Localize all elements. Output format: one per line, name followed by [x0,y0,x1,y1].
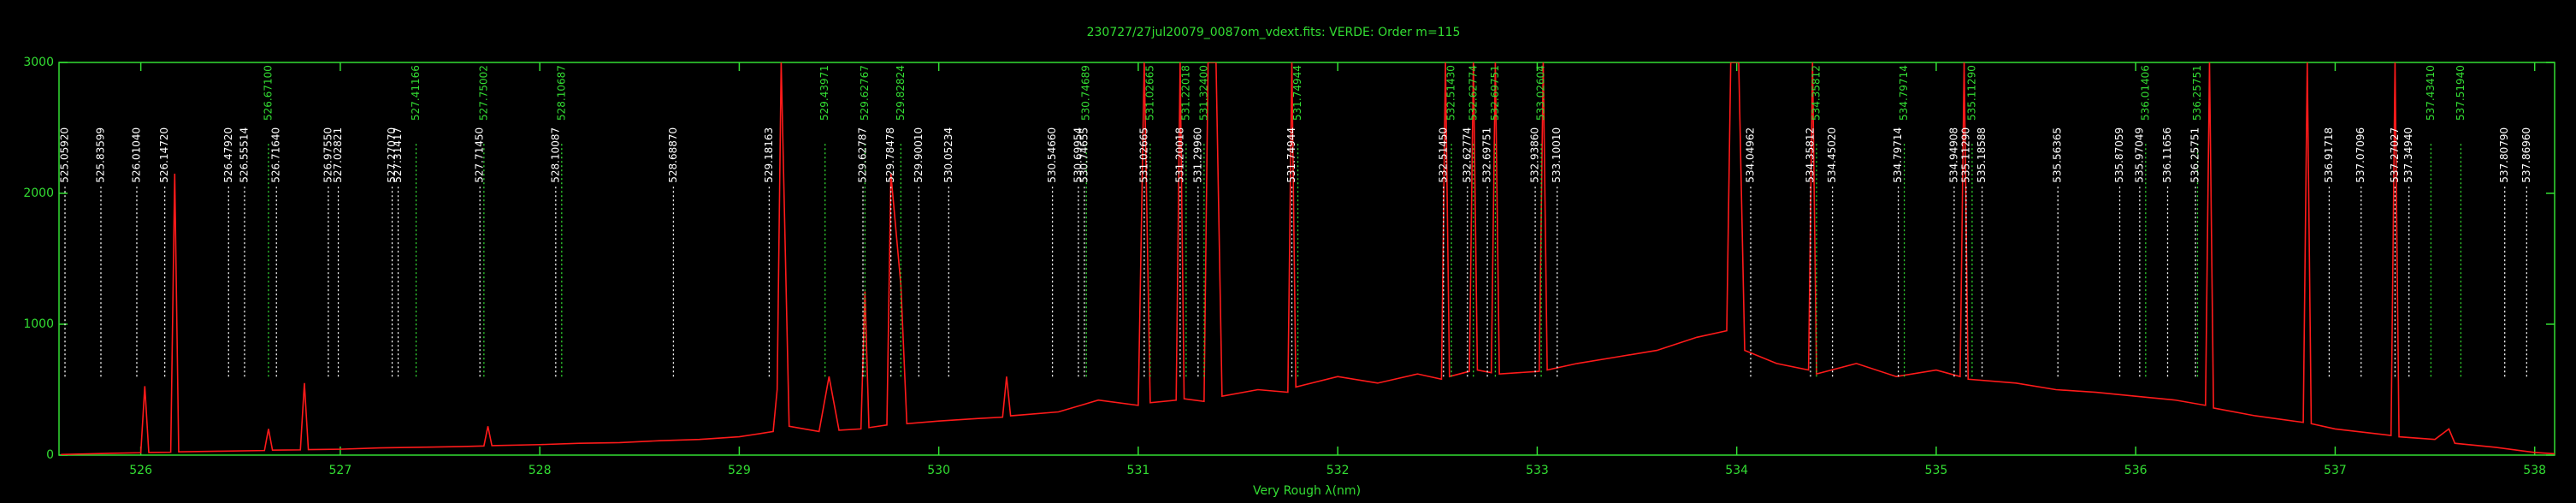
line-label: 531.74944 [1291,65,1303,121]
x-axis-label: Very Rough λ(nm) [1253,484,1361,498]
line-label: 530.05234 [942,127,954,183]
y-tick-label: 2000 [23,186,54,200]
line-label: 534.79714 [1898,65,1910,121]
line-label: 532.69751 [1481,127,1493,183]
line-label: 537.86960 [2520,127,2532,183]
line-label: 534.79714 [1892,127,1904,183]
line-label: 534.04962 [1744,127,1756,183]
line-label: 531.74944 [1285,127,1297,183]
line-label: 528.10687 [555,65,567,121]
line-label: 534.35812 [1804,127,1816,183]
x-tick-label: 529 [728,464,751,477]
line-label: 534.94908 [1947,127,1959,183]
line-label: 531.32400 [1197,65,1209,121]
line-label: 535.11290 [1965,65,1977,121]
line-label: 537.34940 [2402,127,2414,183]
line-label: 536.01406 [2139,65,2151,121]
line-label: 526.55514 [238,127,250,183]
x-tick-label: 534 [1725,464,1748,477]
line-label: 535.18588 [1976,127,1988,183]
line-label: 528.68870 [667,127,679,183]
line-label: 535.97049 [2133,127,2145,183]
line-label: 537.80790 [2498,127,2510,183]
line-label: 531.22018 [1179,65,1191,121]
line-label: 533.10010 [1551,127,1563,183]
line-label: 527.02821 [332,127,344,183]
line-label: 526.14720 [158,127,170,183]
line-label: 532.69751 [1489,65,1501,121]
line-label: 535.87059 [2113,127,2125,183]
line-label: 531.02665 [1143,65,1155,121]
line-label: 525.83599 [94,127,106,183]
x-tick-label: 530 [927,464,950,477]
x-tick-label: 531 [1127,464,1150,477]
line-label: 534.35812 [1810,65,1822,121]
line-label: 532.62774 [1461,127,1473,183]
line-label: 529.78478 [884,127,896,183]
line-label: 537.27027 [2389,127,2401,183]
line-label: 527.75002 [477,65,489,121]
y-tick-label: 3000 [23,56,54,69]
x-tick-label: 532 [1326,464,1350,477]
y-tick-label: 1000 [23,317,54,331]
line-label: 532.51430 [1445,65,1457,121]
chart-title: 230727/27jul20079_0087om_vdext.fits: VER… [1087,26,1461,39]
line-label: 533.02604 [1535,65,1547,121]
line-label: 527.27070 [386,127,398,183]
x-tick-label: 527 [329,464,352,477]
line-label: 527.41166 [410,65,422,121]
line-label: 536.25751 [2191,65,2203,121]
line-label: 526.47920 [222,127,234,183]
line-label: 526.97550 [322,127,334,183]
x-tick-label: 537 [2324,464,2347,477]
line-label: 526.01040 [130,127,142,183]
plot-area [61,62,2555,455]
x-tick-label: 526 [129,464,152,477]
line-label: 527.31417 [392,127,404,183]
line-label: 534.45020 [1826,127,1838,183]
line-label: 532.93860 [1529,127,1541,183]
y-tick-label: 0 [46,448,54,462]
line-label: 525.05920 [58,127,70,183]
line-label: 536.25751 [2189,127,2201,183]
line-label: 537.51940 [2455,65,2467,121]
line-label: 529.62787 [857,127,869,183]
line-label: 529.82824 [895,65,907,121]
spectrum-line [61,62,2555,455]
line-label: 526.67100 [262,65,274,121]
line-label: 532.62774 [1467,65,1479,121]
line-label: 529.43971 [818,65,830,121]
x-tick-label: 536 [2124,464,2148,477]
x-tick-label: 538 [2523,464,2546,477]
x-tick-label: 533 [1526,464,1549,477]
x-tick-label: 528 [529,464,552,477]
line-label: 531.29960 [1191,127,1203,183]
line-label: 536.11656 [2161,127,2173,183]
line-label: 530.74655 [1078,127,1090,183]
line-label: 530.69954 [1072,127,1084,183]
line-label: 529.18163 [763,127,775,183]
plot-frame [58,62,2555,456]
line-label: 532.51450 [1437,127,1449,183]
line-label: 531.20018 [1173,127,1185,183]
line-label: 530.54660 [1046,127,1058,183]
line-label: 537.43410 [2425,65,2437,121]
line-label: 535.56365 [2052,127,2064,183]
line-label: 537.07096 [2354,127,2366,183]
line-label: 529.62767 [859,65,871,121]
line-label: 528.10087 [549,127,561,183]
line-label: 536.91718 [2323,127,2335,183]
line-label: 529.90010 [913,127,925,183]
x-tick-label: 535 [1925,464,1948,477]
line-label: 531.02665 [1137,127,1149,183]
line-label: 535.11290 [1959,127,1971,183]
line-label: 530.74689 [1080,65,1092,121]
line-label: 527.71450 [474,127,486,183]
line-label: 526.71640 [270,127,282,183]
